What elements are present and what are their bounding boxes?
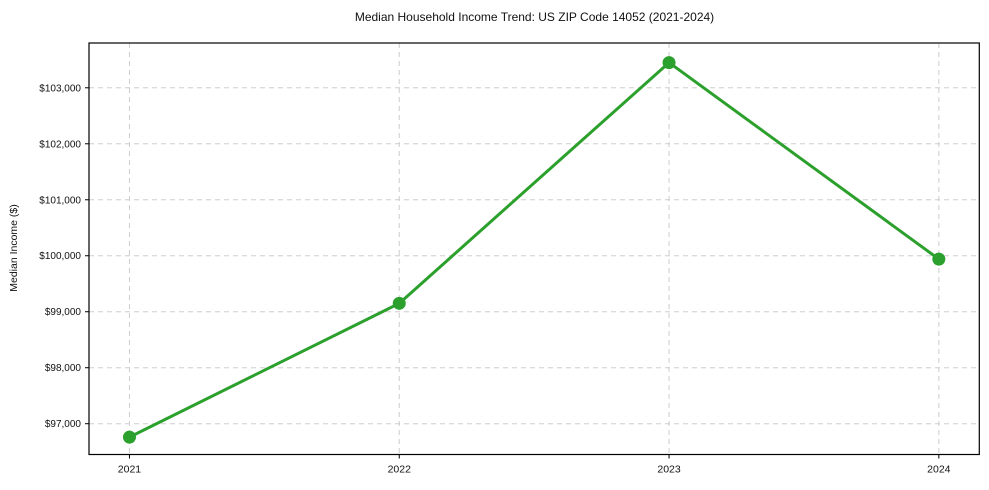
- x-tick-label: 2022: [388, 464, 412, 476]
- data-point-marker: [932, 252, 946, 266]
- axes-frame: [88, 42, 980, 456]
- trend-line: [127, 61, 941, 439]
- y-tick-label: $100,000: [39, 251, 81, 262]
- plot-background: [89, 43, 980, 455]
- x-tick-label: 2021: [118, 464, 142, 476]
- y-tick-label: $102,000: [39, 139, 81, 150]
- y-tick-label: $99,000: [45, 307, 82, 318]
- x-tick-label: 2023: [657, 464, 681, 476]
- y-tick-label: $98,000: [45, 363, 82, 374]
- y-tick-label: $103,000: [39, 83, 81, 94]
- y-tick-label: $101,000: [39, 195, 81, 206]
- data-point-marker: [392, 296, 406, 310]
- chart-title: Median Household Income Trend: US ZIP Co…: [354, 10, 715, 24]
- x-tick-label: 2024: [927, 464, 951, 476]
- data-point-marker: [662, 56, 676, 70]
- y-tick-label: $97,000: [45, 419, 82, 430]
- data-point-marker: [122, 430, 136, 444]
